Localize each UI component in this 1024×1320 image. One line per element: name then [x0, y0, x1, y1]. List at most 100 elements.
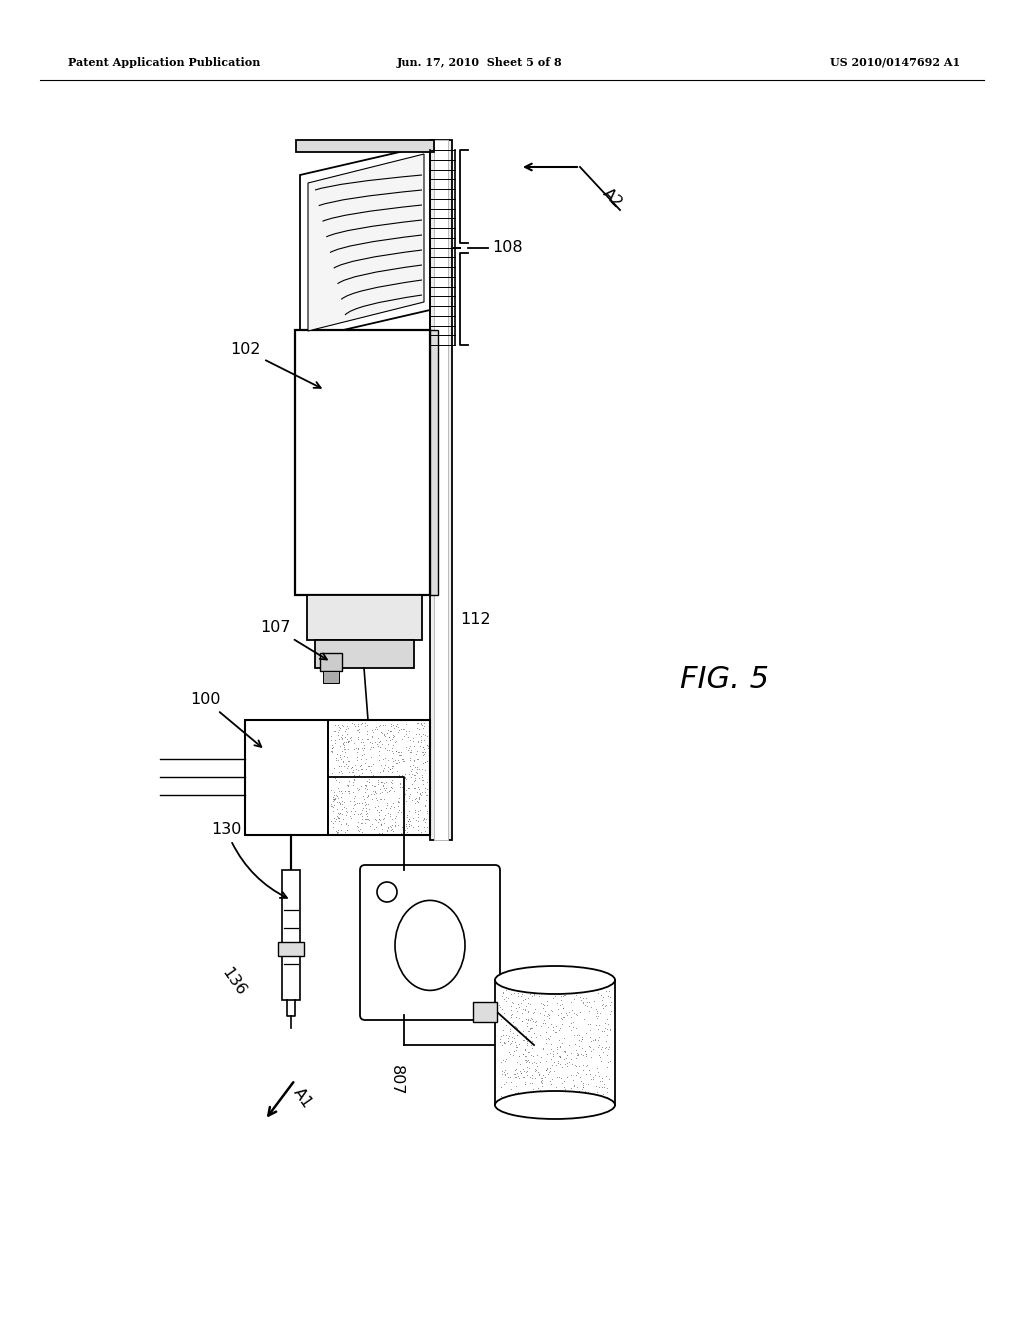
Point	[366, 776, 382, 797]
Point	[548, 1067, 564, 1088]
Point	[398, 816, 415, 837]
Point	[372, 762, 388, 783]
Point	[600, 986, 616, 1007]
Point	[401, 800, 418, 821]
Point	[550, 1052, 566, 1073]
Point	[401, 787, 418, 808]
Point	[535, 1038, 551, 1059]
Point	[344, 762, 360, 783]
Point	[541, 1007, 557, 1028]
Point	[513, 983, 529, 1005]
Point	[371, 774, 387, 795]
Point	[356, 808, 373, 829]
Point	[530, 1061, 547, 1082]
Point	[508, 1097, 524, 1118]
Point	[554, 1014, 570, 1035]
Point	[362, 784, 379, 805]
Point	[561, 1002, 578, 1023]
Point	[518, 1012, 535, 1034]
Point	[354, 812, 371, 833]
Point	[565, 1002, 582, 1023]
Point	[574, 1076, 591, 1097]
Point	[417, 812, 433, 833]
Point	[399, 810, 416, 832]
Point	[391, 742, 408, 763]
Point	[326, 789, 342, 810]
Point	[357, 813, 374, 834]
Point	[562, 1086, 579, 1107]
Point	[340, 814, 356, 836]
Point	[384, 762, 400, 783]
Point	[376, 772, 392, 793]
Point	[349, 750, 366, 771]
Point	[360, 808, 377, 829]
Point	[596, 1089, 612, 1110]
Point	[513, 1011, 529, 1032]
Point	[581, 1036, 597, 1057]
Point	[495, 1020, 511, 1041]
Point	[599, 1008, 615, 1030]
Point	[558, 982, 574, 1003]
Point	[383, 814, 399, 836]
Point	[544, 1001, 560, 1022]
Point	[511, 1045, 527, 1067]
Point	[534, 1069, 550, 1090]
Point	[574, 1077, 591, 1098]
Point	[379, 739, 395, 760]
Point	[516, 1073, 532, 1094]
Point	[523, 1018, 540, 1039]
Point	[531, 974, 548, 995]
Point	[514, 999, 530, 1020]
Point	[349, 715, 366, 737]
Point	[517, 1039, 534, 1060]
Point	[565, 1094, 582, 1115]
Point	[542, 1043, 558, 1064]
Point	[346, 804, 362, 825]
Point	[513, 1063, 529, 1084]
Point	[517, 1081, 534, 1102]
Point	[581, 1001, 597, 1022]
Point	[375, 776, 391, 797]
Point	[544, 981, 560, 1002]
Point	[542, 1026, 558, 1047]
Point	[542, 978, 558, 999]
Point	[357, 795, 374, 816]
Point	[403, 739, 420, 760]
Point	[410, 741, 426, 762]
Point	[413, 725, 429, 746]
Point	[559, 1052, 575, 1073]
Point	[325, 737, 341, 758]
Point	[355, 797, 372, 818]
Point	[599, 1014, 615, 1035]
Point	[326, 784, 342, 805]
Point	[354, 713, 371, 734]
Point	[563, 1084, 580, 1105]
Point	[381, 726, 397, 747]
Point	[418, 808, 434, 829]
Point	[504, 1026, 520, 1047]
Point	[560, 974, 577, 995]
Point	[337, 718, 353, 739]
Point	[553, 1002, 569, 1023]
Point	[502, 1100, 518, 1121]
Polygon shape	[296, 140, 434, 152]
Point	[364, 719, 380, 741]
Point	[326, 789, 342, 810]
Point	[598, 994, 614, 1015]
Point	[527, 1093, 544, 1114]
Point	[542, 1061, 558, 1082]
Point	[518, 1057, 535, 1078]
Point	[594, 990, 610, 1011]
Point	[537, 1005, 553, 1026]
Point	[406, 808, 422, 829]
Point	[411, 723, 427, 744]
Point	[558, 974, 574, 995]
Point	[344, 762, 360, 783]
Point	[416, 715, 432, 737]
Point	[407, 788, 423, 809]
Point	[517, 995, 534, 1016]
Point	[579, 1088, 595, 1109]
Point	[330, 803, 346, 824]
Point	[417, 751, 433, 772]
Point	[370, 771, 386, 792]
